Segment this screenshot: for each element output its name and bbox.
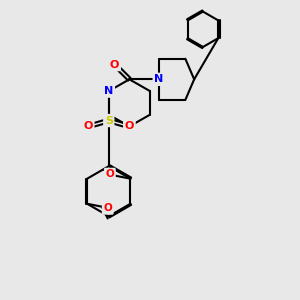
Text: S: S [105, 116, 113, 126]
Text: O: O [110, 60, 119, 70]
Text: O: O [83, 122, 93, 131]
Text: O: O [125, 122, 134, 131]
Text: O: O [106, 169, 114, 179]
Text: N: N [104, 86, 113, 96]
Text: O: O [103, 203, 112, 213]
Text: N: N [154, 74, 164, 84]
